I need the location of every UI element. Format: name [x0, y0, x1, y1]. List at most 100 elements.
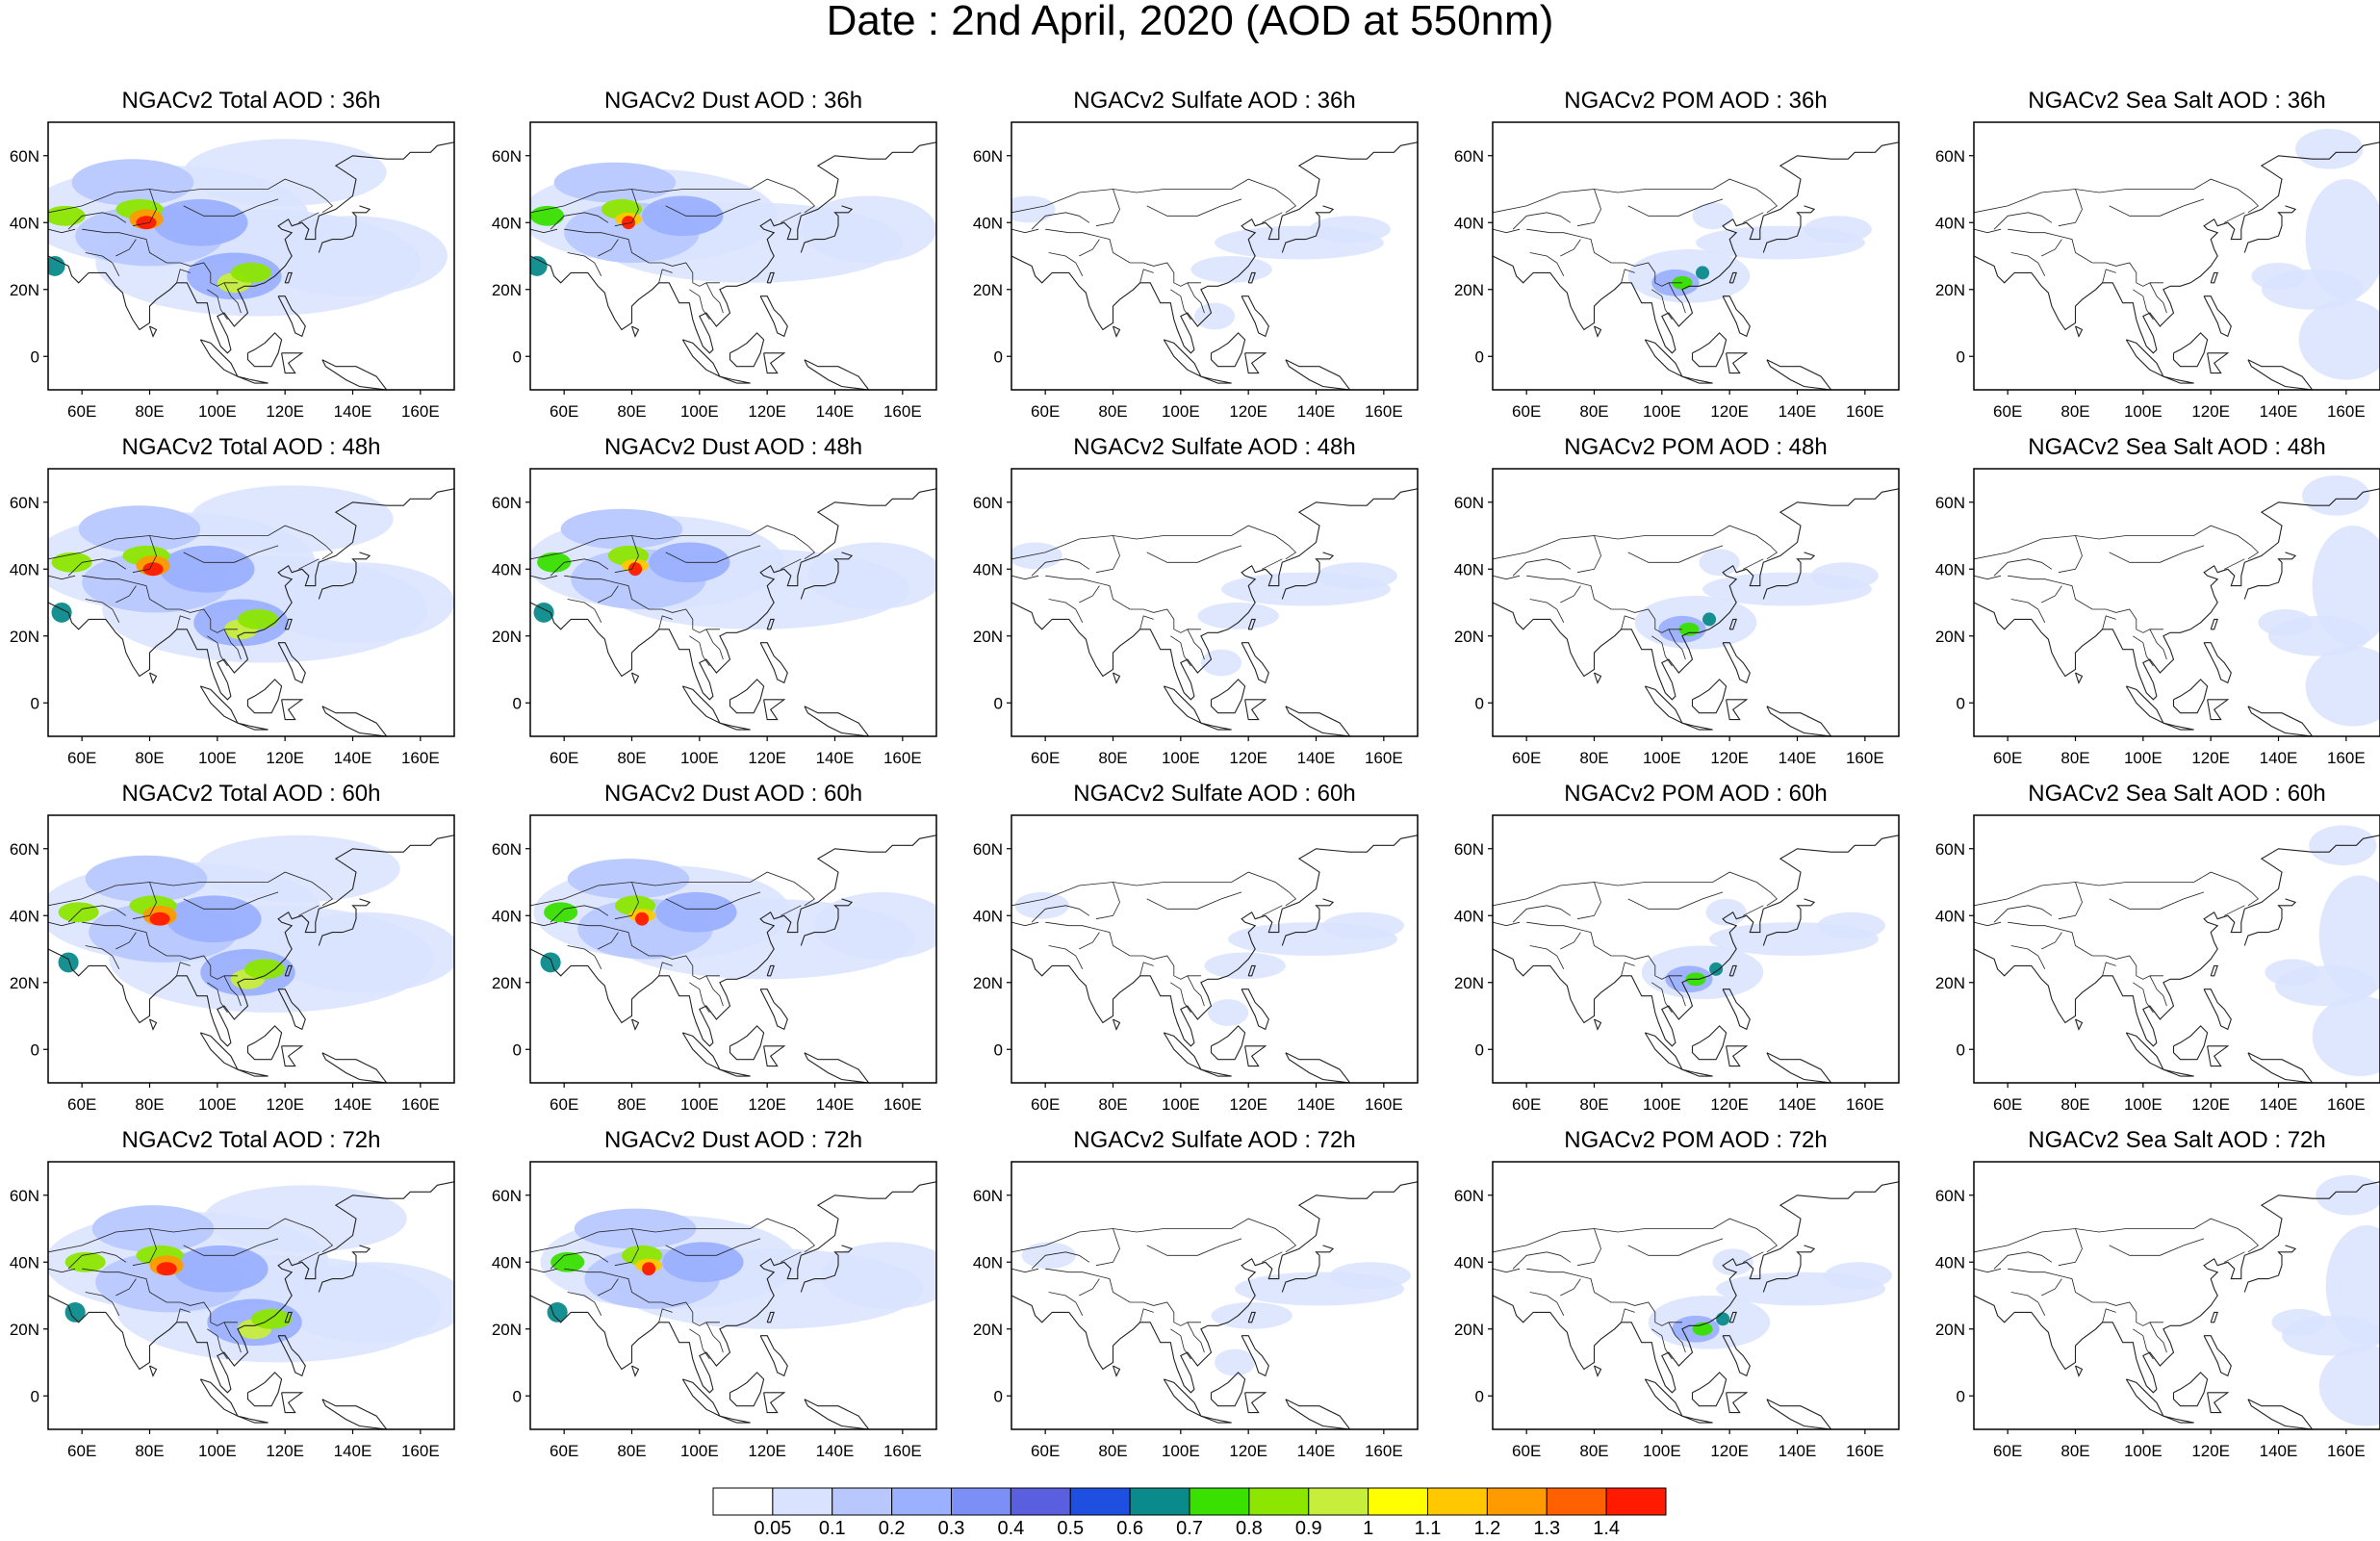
coastline: [2207, 352, 2230, 374]
aod-plume: [160, 545, 255, 593]
map-panel: NGACv2 Sea Salt AOD : 72h 60N 40N 20N 0 60E 80…: [1926, 1128, 2380, 1470]
country-border: [1493, 178, 1779, 214]
colorbar-swatch: [1010, 1487, 1071, 1516]
coastline: [1285, 706, 1351, 736]
country-border: [1031, 212, 1090, 230]
country-border: [550, 558, 609, 577]
country-border: [689, 982, 710, 1014]
coastline: [729, 1025, 765, 1061]
lat-label: 20N: [10, 974, 39, 992]
coastline: [2162, 375, 2194, 384]
country-border: [1011, 525, 1297, 560]
country-border: [1493, 921, 1521, 927]
coastline: [1681, 1068, 1713, 1077]
country-border: [223, 282, 242, 314]
country-border: [564, 921, 720, 980]
lon-label: 100E: [1162, 1442, 1200, 1460]
country-border: [614, 1228, 639, 1267]
aod-plume: [2265, 959, 2319, 987]
aod-plume: [560, 508, 683, 550]
aod-plume: [550, 1251, 585, 1272]
lon-label: 80E: [1579, 1442, 1608, 1460]
lon-label: 80E: [1579, 749, 1608, 767]
country-border: [48, 1218, 334, 1253]
coastline: [1241, 1335, 1269, 1377]
aod-plume: [230, 262, 272, 283]
lon-label: 120E: [1229, 749, 1267, 767]
country-border: [176, 615, 191, 629]
aod-plume: [203, 1185, 407, 1252]
lon-label: 140E: [1779, 1442, 1817, 1460]
country-border: [2224, 558, 2245, 570]
map-panel: NGACv2 Dust AOD : 60h 60N 40N 20N 0 60E 80E 100…: [482, 782, 963, 1123]
coastline: [530, 488, 936, 701]
coastline: [2210, 964, 2218, 977]
country-border: [2109, 545, 2205, 563]
country-border: [530, 575, 558, 580]
country-border: [1045, 575, 1201, 633]
lon-label: 120E: [748, 749, 786, 767]
lon-label: 60E: [1512, 749, 1541, 767]
lat-label: 60N: [492, 840, 522, 859]
coastline: [281, 1045, 304, 1067]
lat-label: 60N: [492, 147, 522, 166]
coastline: [1974, 1181, 2380, 1394]
lat-label: 40N: [10, 1253, 39, 1271]
coastline: [800, 898, 854, 946]
coastline: [1974, 141, 2380, 354]
coastline: [1766, 706, 1832, 736]
coastline: [1691, 332, 1727, 368]
country-border: [132, 189, 157, 227]
aod-plume: [1021, 1242, 1076, 1270]
aod-plume: [540, 952, 561, 973]
aod-plume: [642, 1262, 656, 1276]
lat-label: 0: [1475, 347, 1484, 366]
aod-plume: [530, 256, 548, 276]
colorbar-swatch: [712, 1487, 774, 1516]
lat-label: 0: [994, 1387, 1003, 1405]
lon-label: 140E: [334, 1095, 372, 1114]
lon-label: 60E: [67, 1442, 96, 1460]
coastline: [321, 1399, 388, 1429]
colorbar-label: 1.1: [1415, 1518, 1442, 1539]
coastline: [1247, 964, 1256, 977]
coastline: [759, 295, 788, 338]
coastline: [2172, 332, 2209, 368]
country-border: [530, 871, 816, 907]
coastline: [1974, 488, 2380, 701]
map-field: [48, 1162, 454, 1429]
country-border: [564, 575, 720, 633]
map-svg: 60N 40N 20N 0 60E 80E 100E 120E 140E 160E: [1935, 1161, 2380, 1460]
lat-label: 0: [1957, 1040, 1965, 1059]
lon-label: 140E: [1297, 1442, 1336, 1460]
map-frame: [1011, 468, 1419, 737]
country-border: [1668, 975, 1686, 1007]
coastline: [281, 352, 304, 374]
country-border: [658, 269, 673, 283]
coastline: [2125, 1032, 2165, 1071]
aod-plume: [1804, 216, 1872, 244]
lon-label: 80E: [1098, 402, 1127, 421]
country-border: [1512, 905, 1572, 923]
lon-label: 80E: [2060, 402, 2089, 421]
lon-label: 100E: [1643, 402, 1681, 421]
country-border: [1011, 228, 1039, 234]
lon-label: 80E: [2060, 1095, 2089, 1114]
coastline: [48, 835, 454, 1047]
lat-label: 40N: [1454, 1253, 1484, 1271]
country-border: [2041, 932, 2062, 950]
coastline: [719, 1068, 751, 1077]
coastline: [1593, 325, 1602, 338]
coastline: [2243, 552, 2297, 600]
coastline: [48, 1181, 454, 1394]
coastline: [284, 964, 293, 977]
country-border: [1560, 1278, 1581, 1297]
lon-label: 100E: [2124, 1442, 2162, 1460]
country-border: [176, 269, 191, 283]
coastline: [1281, 552, 1335, 600]
country-border: [689, 1328, 710, 1360]
lat-label: 60N: [492, 494, 522, 512]
aod-plume: [1011, 195, 1056, 223]
lat-label: 0: [31, 1387, 39, 1405]
coastline: [1722, 295, 1751, 338]
